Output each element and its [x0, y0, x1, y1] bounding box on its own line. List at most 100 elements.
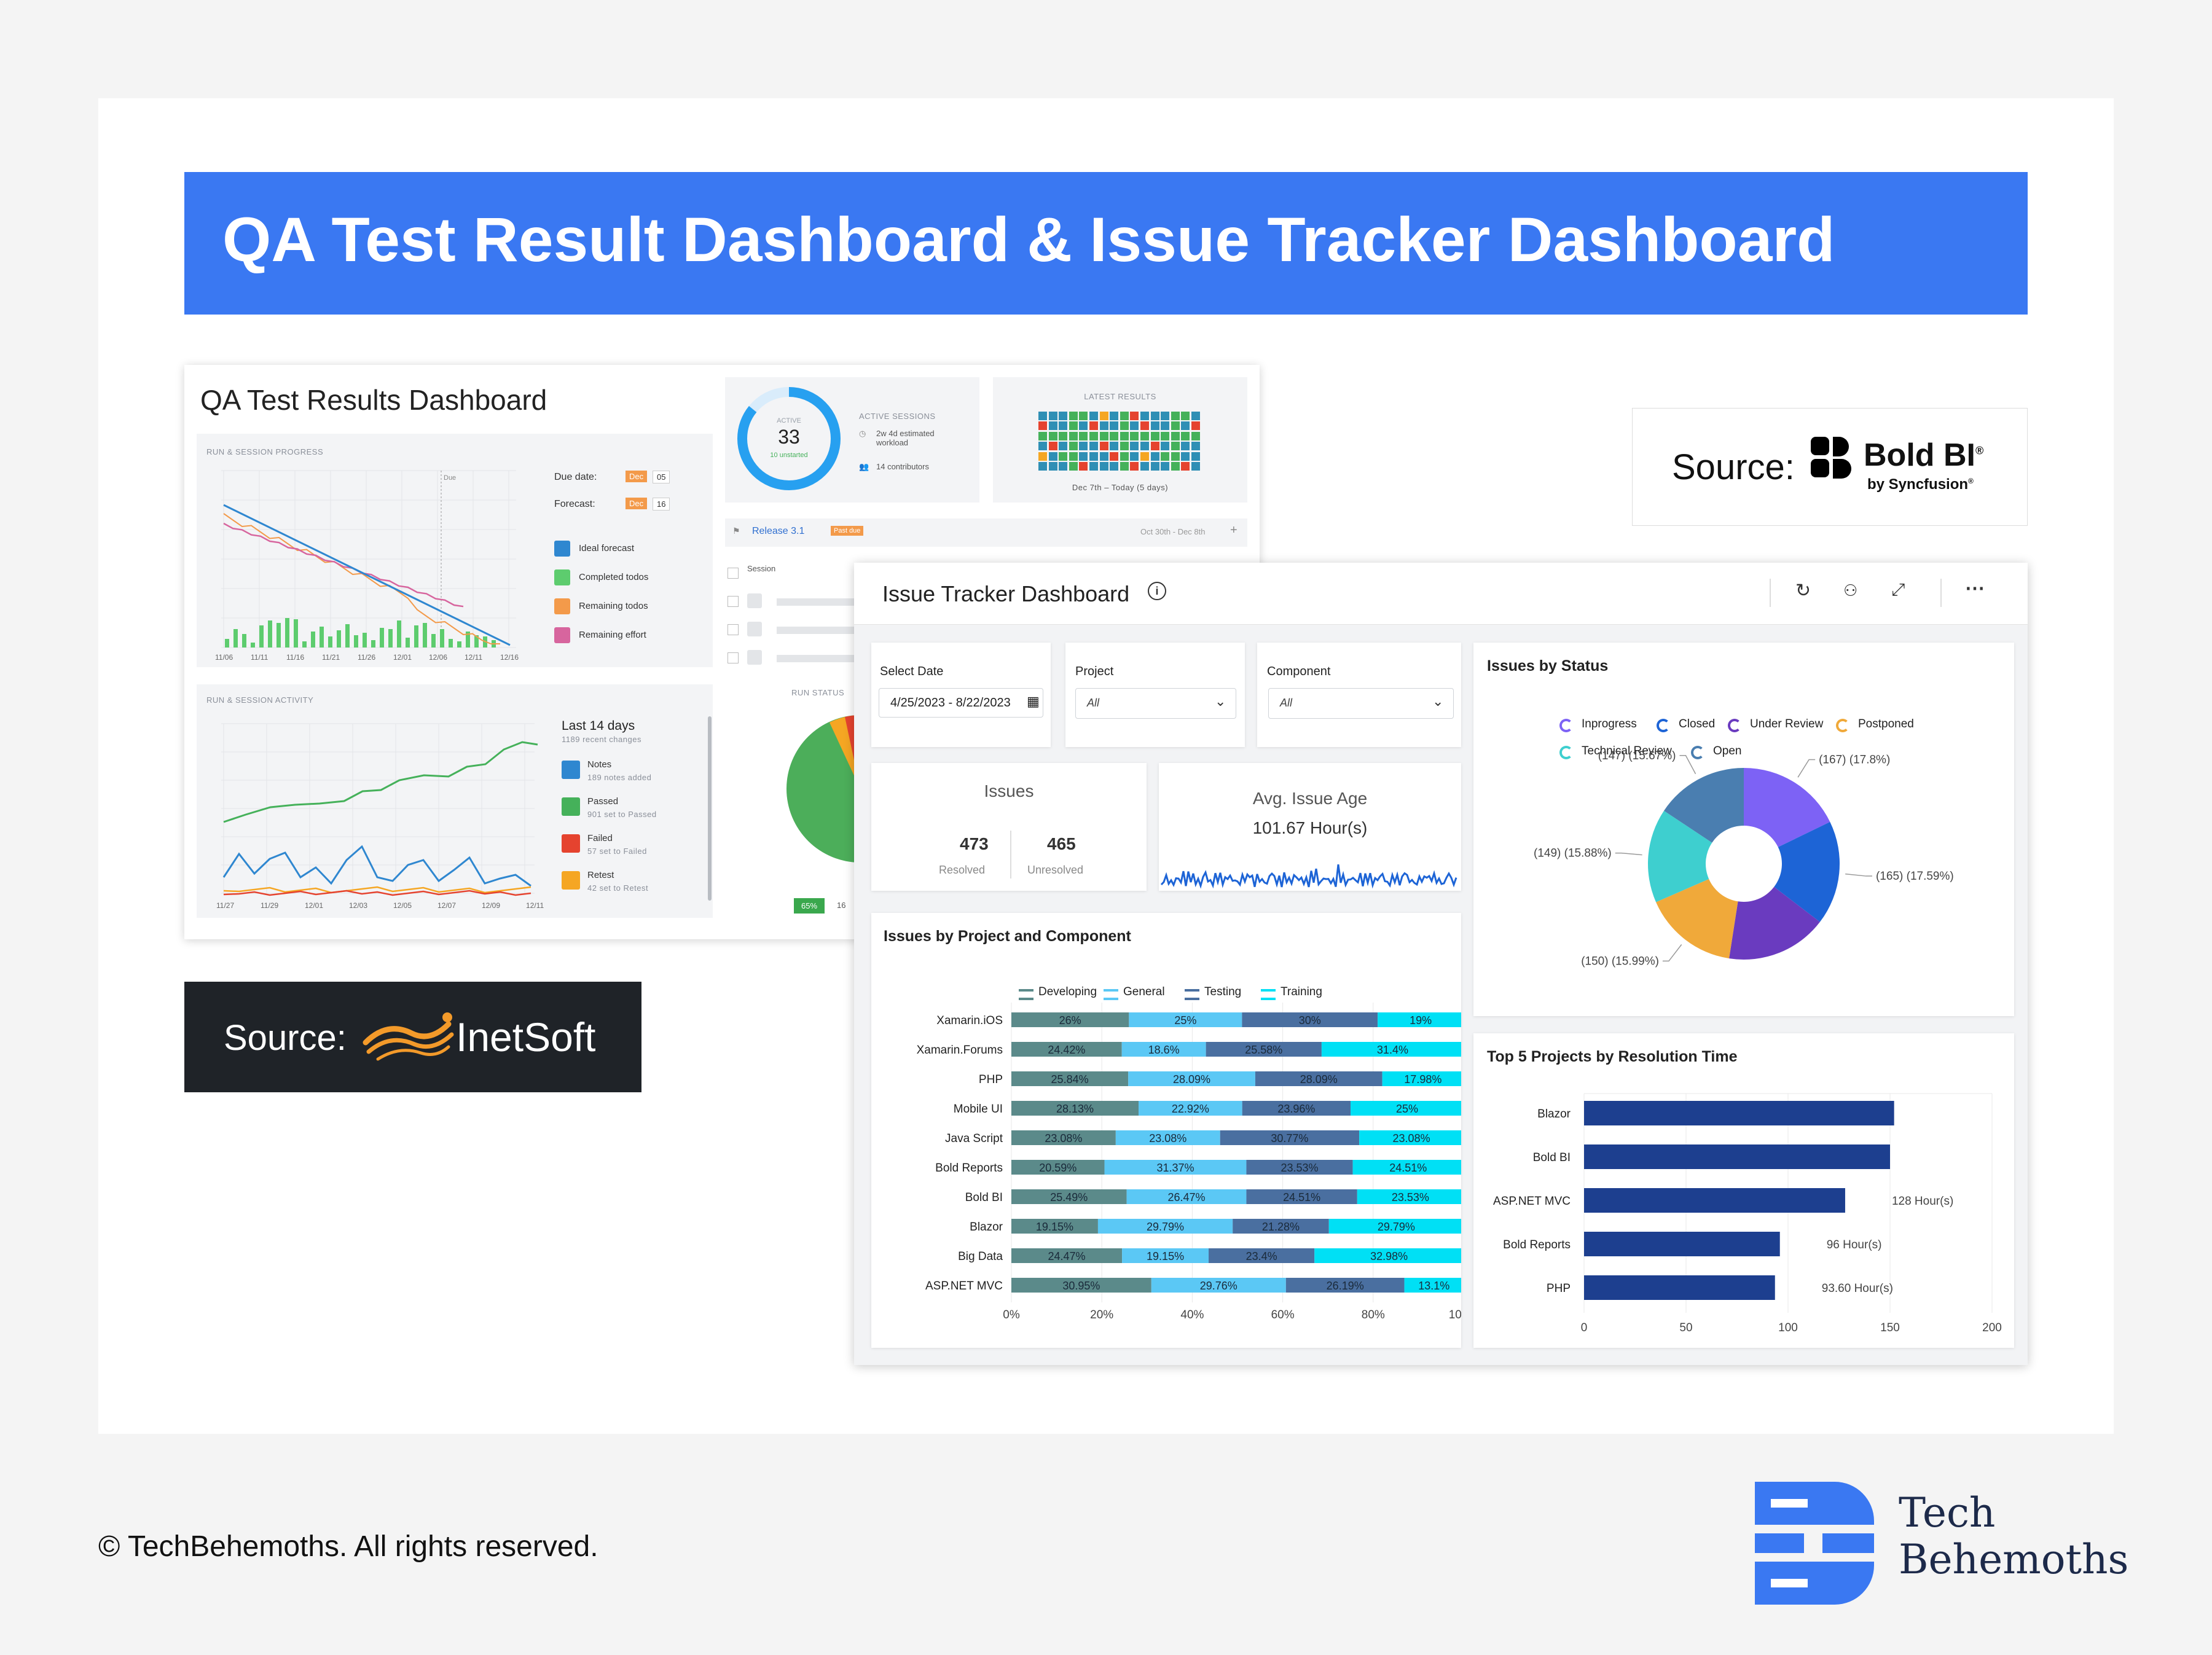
- project-component-legend-label[interactable]: General: [1123, 985, 1165, 998]
- project-component-bar-testing[interactable]: [1206, 1042, 1322, 1057]
- activity-scrollbar[interactable]: [708, 716, 712, 901]
- view-icon[interactable]: ⚇: [1843, 581, 1858, 600]
- latest-result-cell[interactable]: [1089, 452, 1098, 461]
- project-component-legend-icon[interactable]: [1104, 989, 1118, 1000]
- latest-result-cell[interactable]: [1140, 412, 1149, 420]
- status-legend-icon[interactable]: [1728, 719, 1741, 732]
- latest-result-cell[interactable]: [1171, 412, 1180, 420]
- status-slice-postponed[interactable]: [1656, 878, 1738, 959]
- latest-result-cell[interactable]: [1130, 452, 1139, 461]
- latest-result-cell[interactable]: [1171, 421, 1180, 431]
- latest-result-cell[interactable]: [1191, 421, 1200, 431]
- latest-result-cell[interactable]: [1130, 421, 1139, 431]
- project-component-bar-developing[interactable]: [1011, 1042, 1122, 1057]
- latest-result-cell[interactable]: [1048, 431, 1057, 440]
- latest-result-cell[interactable]: [1140, 442, 1149, 451]
- latest-result-cell[interactable]: [1069, 412, 1078, 420]
- latest-result-cell[interactable]: [1161, 452, 1170, 461]
- latest-result-cell[interactable]: [1161, 462, 1170, 471]
- project-component-bar-testing[interactable]: [1233, 1219, 1329, 1234]
- latest-result-cell[interactable]: [1181, 442, 1190, 451]
- latest-result-cell[interactable]: [1079, 462, 1088, 471]
- latest-result-cell[interactable]: [1038, 412, 1047, 420]
- release-row[interactable]: ⚑ Release 3.1 Past due Oct 30th - Dec 8t…: [725, 518, 1247, 547]
- latest-result-cell[interactable]: [1181, 421, 1190, 431]
- latest-result-cell[interactable]: [1110, 442, 1119, 451]
- info-icon[interactable]: i: [1148, 582, 1166, 600]
- latest-result-cell[interactable]: [1140, 452, 1149, 461]
- session-checkbox[interactable]: [728, 568, 739, 579]
- due-date-day[interactable]: 05: [653, 471, 670, 483]
- latest-result-cell[interactable]: [1069, 452, 1078, 461]
- project-component-bar-training[interactable]: [1382, 1071, 1461, 1086]
- latest-result-cell[interactable]: [1181, 452, 1190, 461]
- session-checkbox[interactable]: [728, 652, 739, 663]
- latest-result-cell[interactable]: [1150, 412, 1159, 420]
- project-component-bar-training[interactable]: [1352, 1160, 1461, 1175]
- latest-result-cell[interactable]: [1099, 462, 1108, 471]
- latest-result-cell[interactable]: [1181, 412, 1190, 420]
- latest-result-cell[interactable]: [1171, 452, 1180, 461]
- top5-bar[interactable]: [1584, 1188, 1845, 1213]
- project-component-bar-testing[interactable]: [1242, 1101, 1351, 1116]
- status-legend-label[interactable]: Inprogress: [1582, 718, 1637, 730]
- latest-result-cell[interactable]: [1089, 431, 1098, 440]
- latest-result-cell[interactable]: [1038, 421, 1047, 431]
- top5-bar[interactable]: [1584, 1101, 1894, 1125]
- project-component-bar-developing[interactable]: [1011, 1278, 1151, 1293]
- latest-result-cell[interactable]: [1069, 431, 1078, 440]
- latest-result-cell[interactable]: [1048, 442, 1057, 451]
- forecast-badge[interactable]: Dec: [626, 498, 648, 509]
- project-component-bar-training[interactable]: [1328, 1219, 1461, 1234]
- latest-result-cell[interactable]: [1038, 431, 1047, 440]
- project-component-bar-general[interactable]: [1097, 1219, 1233, 1234]
- project-component-bar-testing[interactable]: [1220, 1130, 1360, 1145]
- latest-result-cell[interactable]: [1069, 421, 1078, 431]
- project-component-bar-general[interactable]: [1139, 1101, 1242, 1116]
- latest-result-cell[interactable]: [1059, 421, 1068, 431]
- latest-result-cell[interactable]: [1038, 462, 1047, 471]
- status-legend-label[interactable]: Postponed: [1858, 718, 1914, 730]
- latest-result-cell[interactable]: [1059, 431, 1068, 440]
- project-component-bar-testing[interactable]: [1255, 1071, 1382, 1086]
- project-component-legend-label[interactable]: Developing: [1038, 985, 1097, 998]
- latest-result-cell[interactable]: [1161, 431, 1170, 440]
- date-range-input[interactable]: 4/25/2023 - 8/22/2023 ▦: [879, 688, 1043, 718]
- project-select[interactable]: All ⌄: [1075, 688, 1236, 719]
- latest-result-cell[interactable]: [1048, 462, 1057, 471]
- status-legend-icon[interactable]: [1559, 719, 1573, 732]
- latest-result-cell[interactable]: [1059, 462, 1068, 471]
- latest-result-cell[interactable]: [1150, 452, 1159, 461]
- latest-result-cell[interactable]: [1059, 412, 1068, 420]
- latest-result-cell[interactable]: [1181, 462, 1190, 471]
- project-component-bar-testing[interactable]: [1242, 1012, 1378, 1027]
- latest-result-cell[interactable]: [1079, 421, 1088, 431]
- status-slice-under-review[interactable]: [1729, 886, 1820, 960]
- latest-result-cell[interactable]: [1099, 431, 1108, 440]
- latest-result-cell[interactable]: [1120, 421, 1129, 431]
- latest-result-cell[interactable]: [1110, 431, 1119, 440]
- project-component-bar-general[interactable]: [1129, 1012, 1242, 1027]
- latest-result-cell[interactable]: [1120, 431, 1129, 440]
- latest-result-cell[interactable]: [1110, 452, 1119, 461]
- latest-result-cell[interactable]: [1099, 452, 1108, 461]
- latest-result-cell[interactable]: [1140, 462, 1149, 471]
- latest-result-cell[interactable]: [1099, 421, 1108, 431]
- project-component-bar-training[interactable]: [1404, 1278, 1461, 1293]
- project-component-bar-general[interactable]: [1128, 1071, 1255, 1086]
- latest-result-cell[interactable]: [1130, 431, 1139, 440]
- expand-icon[interactable]: ⤢: [1891, 580, 1905, 599]
- latest-result-cell[interactable]: [1110, 421, 1119, 431]
- latest-result-cell[interactable]: [1048, 421, 1057, 431]
- latest-result-cell[interactable]: [1191, 412, 1200, 420]
- latest-result-cell[interactable]: [1171, 431, 1180, 440]
- project-component-bar-developing[interactable]: [1011, 1189, 1127, 1204]
- latest-result-cell[interactable]: [1048, 412, 1057, 420]
- latest-result-cell[interactable]: [1120, 452, 1129, 461]
- project-component-bar-testing[interactable]: [1209, 1248, 1315, 1263]
- latest-result-cell[interactable]: [1191, 462, 1200, 471]
- status-legend-label[interactable]: Closed: [1679, 718, 1716, 730]
- latest-result-cell[interactable]: [1110, 462, 1119, 471]
- project-component-bar-training[interactable]: [1314, 1248, 1461, 1263]
- latest-result-cell[interactable]: [1089, 412, 1098, 420]
